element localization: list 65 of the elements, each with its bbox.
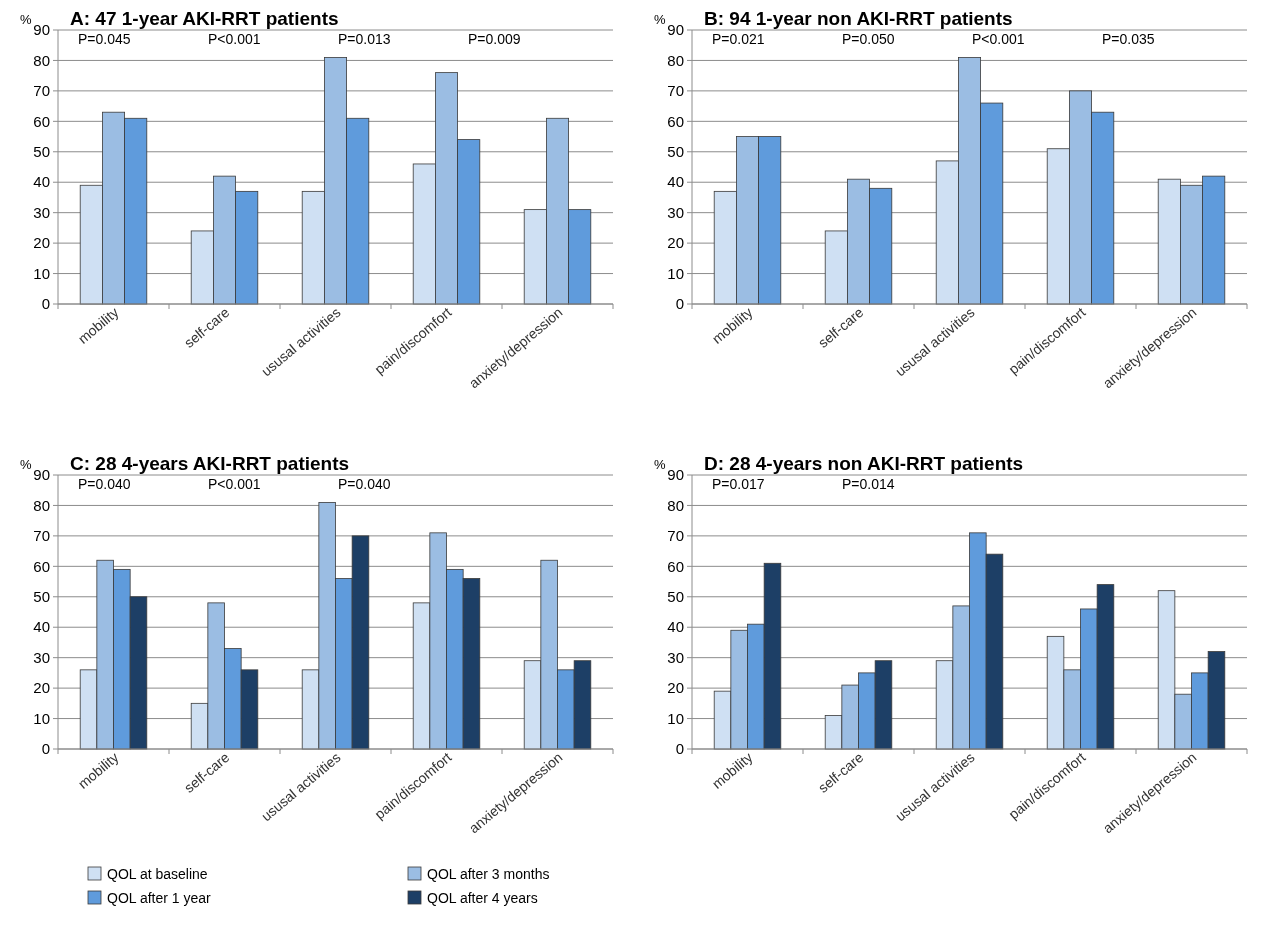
y-tick-label: 90 [667,466,684,484]
y-tick-label: 90 [33,466,50,484]
chart-title: B: 94 1-year non AKI-RRT patients [704,8,1013,29]
y-axis-title: % [654,457,666,472]
y-tick-label: 10 [667,709,684,727]
y-tick-label: 60 [33,112,50,130]
y-tick-label: 60 [667,112,684,130]
annotation: P<0.001 [972,31,1025,47]
y-tick-label: 0 [41,740,50,758]
y-tick-label: 80 [33,496,50,514]
annotation: P=0.013 [338,31,391,47]
y-axis-title: % [20,12,32,27]
legend-label: QOL after 3 months [427,865,550,882]
y-tick-label: 30 [667,203,684,221]
y-tick-label: 40 [33,173,50,191]
annotation: P=0.045 [78,31,131,47]
legend-label: QOL after 4 years [427,889,538,906]
annotation: P=0.050 [842,31,895,47]
annotation: P<0.001 [208,476,261,492]
y-tick-label: 40 [33,618,50,636]
annotation: P=0.035 [1102,31,1155,47]
y-tick-label: 50 [667,588,684,606]
y-tick-label: 50 [667,143,684,161]
chart-title: A: 47 1-year AKI-RRT patients [70,8,339,29]
y-tick-label: 70 [667,527,684,545]
y-tick-label: 20 [33,234,50,252]
y-tick-label: 30 [667,648,684,666]
legend-label: QOL at baseline [107,865,208,882]
y-axis-title: % [20,457,32,472]
y-tick-label: 10 [33,264,50,282]
y-tick-label: 60 [33,557,50,575]
y-tick-label: 40 [667,173,684,191]
y-tick-label: 30 [33,648,50,666]
y-tick-label: 50 [33,588,50,606]
y-tick-label: 20 [33,679,50,697]
y-tick-label: 70 [33,82,50,100]
y-tick-label: 70 [33,527,50,545]
y-tick-label: 70 [667,82,684,100]
y-tick-label: 10 [33,709,50,727]
annotation: P=0.021 [712,31,765,47]
y-tick-label: 80 [667,51,684,69]
y-tick-label: 90 [33,21,50,39]
y-axis-title: % [654,12,666,27]
chart-title: D: 28 4-years non AKI-RRT patients [704,453,1024,474]
y-tick-label: 30 [33,203,50,221]
y-tick-label: 10 [667,264,684,282]
annotation: P=0.017 [712,476,765,492]
annotation: P=0.040 [78,476,131,492]
y-tick-label: 60 [667,557,684,575]
y-tick-label: 0 [675,740,684,758]
annotation: P=0.040 [338,476,391,492]
y-tick-label: 80 [667,496,684,514]
y-tick-label: 80 [33,51,50,69]
chart-title: C: 28 4-years AKI-RRT patients [70,453,350,474]
y-tick-label: 0 [41,295,50,313]
y-tick-label: 90 [667,21,684,39]
legend-label: QOL after 1 year [107,889,212,906]
annotation: P=0.009 [468,31,521,47]
y-tick-label: 20 [667,234,684,252]
y-tick-label: 50 [33,143,50,161]
y-tick-label: 40 [667,618,684,636]
annotation: P=0.014 [842,476,895,492]
y-tick-label: 20 [667,679,684,697]
y-tick-label: 0 [675,295,684,313]
annotation: P<0.001 [208,31,261,47]
